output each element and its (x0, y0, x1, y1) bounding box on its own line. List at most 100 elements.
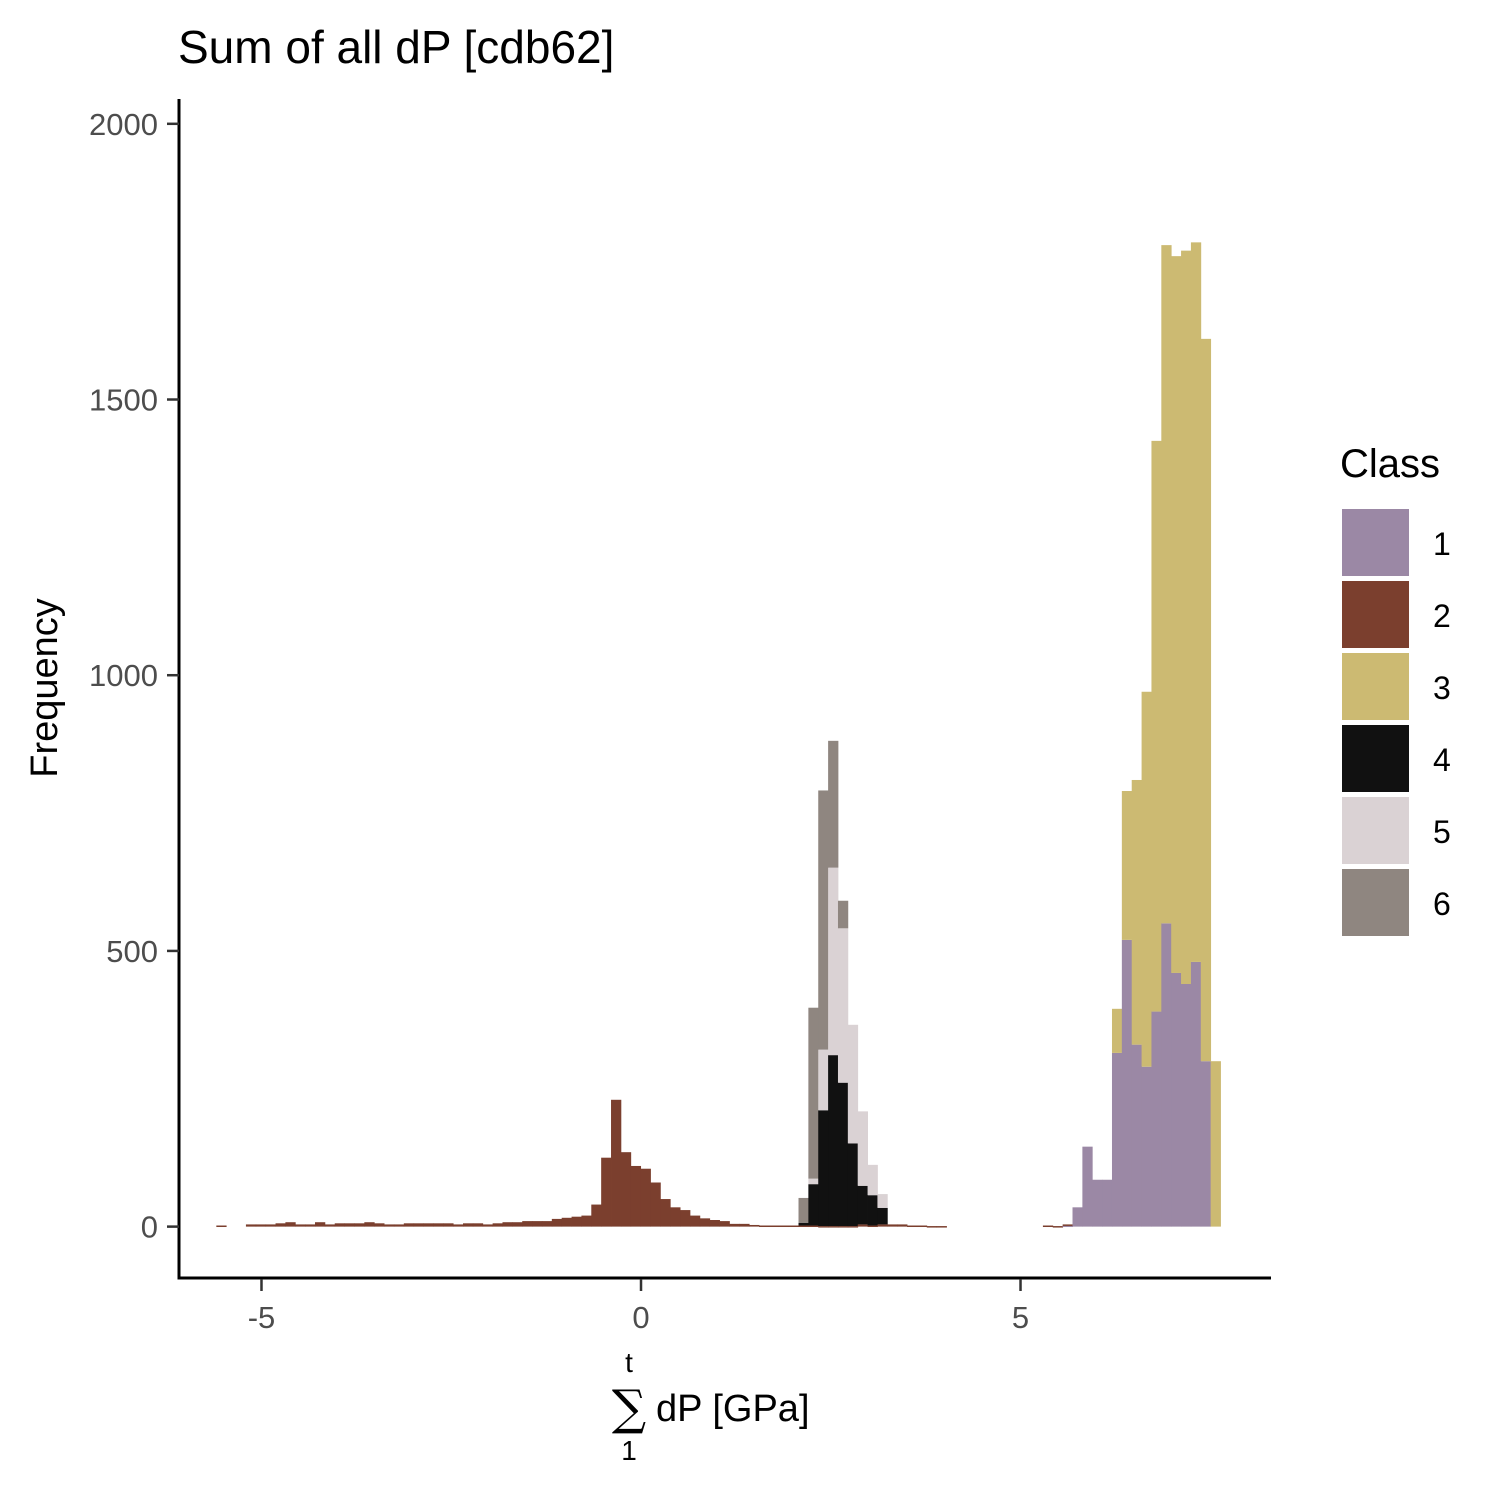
bar-class-5 (877, 1194, 888, 1208)
bar-class-3 (1200, 338, 1212, 1062)
bar-class-2 (749, 1224, 760, 1227)
bar-class-3 (1171, 256, 1182, 973)
bar-class-2 (571, 1216, 582, 1227)
bar-class-2 (808, 1225, 819, 1228)
bar-class-2 (541, 1221, 553, 1227)
bar-class-2 (413, 1223, 424, 1227)
bar-class-4 (837, 1082, 849, 1227)
bar-class-2 (709, 1220, 720, 1227)
bar-class-2 (393, 1224, 405, 1227)
bar-class-3 (1210, 1061, 1221, 1227)
bar-class-1 (1161, 923, 1172, 1227)
bar-class-3 (1190, 242, 1202, 962)
bar-class-2 (798, 1225, 809, 1228)
bar-class-1 (1082, 1146, 1093, 1227)
bar-class-4 (877, 1207, 888, 1225)
bar-class-4 (798, 1222, 809, 1226)
x-tick-label: -5 (248, 1300, 276, 1335)
bar-class-2 (936, 1226, 947, 1228)
bar-class-2 (1052, 1226, 1064, 1228)
bar-class-2 (611, 1099, 622, 1227)
bar-class-2 (482, 1224, 494, 1227)
bar-class-1 (1121, 939, 1133, 1227)
bar-class-2 (423, 1223, 434, 1227)
y-tick-label: 1500 (89, 383, 158, 418)
bar-class-3 (1141, 691, 1152, 1067)
bar-class-2 (285, 1222, 296, 1227)
bar-class-2 (689, 1215, 701, 1227)
bar-class-2 (897, 1224, 908, 1227)
bar-class-2 (512, 1222, 523, 1227)
bar-class-2 (551, 1218, 563, 1227)
y-tick-label: 2000 (89, 107, 158, 142)
legend: Class 1 2 3 4 5 6 (1340, 442, 1451, 936)
bar-class-2 (334, 1223, 346, 1227)
bar-class-2 (867, 1225, 878, 1228)
legend-label-4: 4 (1433, 742, 1451, 778)
bar-class-4 (857, 1185, 868, 1225)
legend-label-5: 5 (1433, 814, 1451, 850)
bar-class-2 (463, 1223, 474, 1227)
bar-class-1 (1151, 1011, 1162, 1227)
bar-class-2 (374, 1223, 385, 1227)
x-axis-title-upper-limit: t (625, 1347, 633, 1378)
bar-class-4 (818, 1110, 829, 1227)
bar-class-2 (354, 1223, 365, 1227)
bar-class-2 (650, 1182, 661, 1227)
bar-class-2 (265, 1224, 276, 1227)
bar-class-4 (808, 1184, 819, 1226)
bar-class-1 (1131, 1044, 1142, 1227)
x-axis-title-text: dP [GPa] (656, 1388, 810, 1430)
bar-class-2 (620, 1152, 632, 1227)
bar-class-2 (828, 1226, 839, 1228)
bar-class-2 (601, 1157, 612, 1227)
bar-class-1 (1092, 1179, 1103, 1227)
bar-class-2 (472, 1223, 484, 1227)
bar-class-2 (916, 1225, 928, 1228)
bar-class-2 (818, 1226, 829, 1228)
bar-class-6 (808, 1007, 819, 1179)
bar-class-2 (364, 1222, 375, 1227)
bar-class-3 (1181, 250, 1192, 984)
legend-swatch-6 (1342, 869, 1409, 936)
legend-swatch-2 (1342, 581, 1409, 648)
bar-class-3 (1121, 791, 1133, 940)
bar-class-3 (1161, 245, 1172, 924)
bar-class-5 (818, 1049, 829, 1111)
legend-label-6: 6 (1433, 886, 1451, 922)
bar-class-3 (1131, 779, 1142, 1045)
chart-title: Sum of all dP [cdb62] (178, 21, 614, 73)
bar-class-2 (581, 1215, 592, 1227)
bar-class-2 (887, 1224, 898, 1227)
bar-class-4 (867, 1195, 878, 1226)
bar-class-2 (699, 1218, 711, 1227)
bar-class-2 (630, 1165, 642, 1227)
bar-class-2 (305, 1224, 316, 1227)
legend-label-1: 1 (1433, 526, 1451, 562)
bar-class-5 (808, 1178, 819, 1185)
y-tick-label: 500 (106, 934, 158, 969)
bar-class-2 (926, 1226, 938, 1228)
bar-class-2 (719, 1221, 730, 1227)
legend-swatch-4 (1342, 725, 1409, 792)
bar-class-2 (324, 1224, 336, 1227)
bar-class-5 (847, 1024, 859, 1144)
bar-class-2 (680, 1210, 691, 1227)
bar-class-2 (907, 1225, 918, 1228)
legend-label-3: 3 (1433, 670, 1451, 706)
bar-class-6 (828, 740, 839, 868)
bar-class-2 (492, 1223, 503, 1227)
bar-class-1 (1171, 972, 1182, 1227)
y-axis-title: Frequency (24, 598, 66, 778)
bar-class-2 (315, 1222, 326, 1227)
legend-swatch-3 (1342, 653, 1409, 720)
bar-class-4 (847, 1143, 859, 1227)
bar-class-2 (670, 1207, 681, 1227)
bar-class-4 (828, 1055, 839, 1227)
x-axis-title: t ∑ 1 dP [GPa] (612, 1347, 810, 1466)
bar-class-2 (532, 1221, 543, 1227)
x-axis-title-sum-symbol: ∑ (612, 1380, 646, 1436)
bar-class-1 (1190, 961, 1202, 1227)
bar-class-6 (818, 790, 829, 1050)
